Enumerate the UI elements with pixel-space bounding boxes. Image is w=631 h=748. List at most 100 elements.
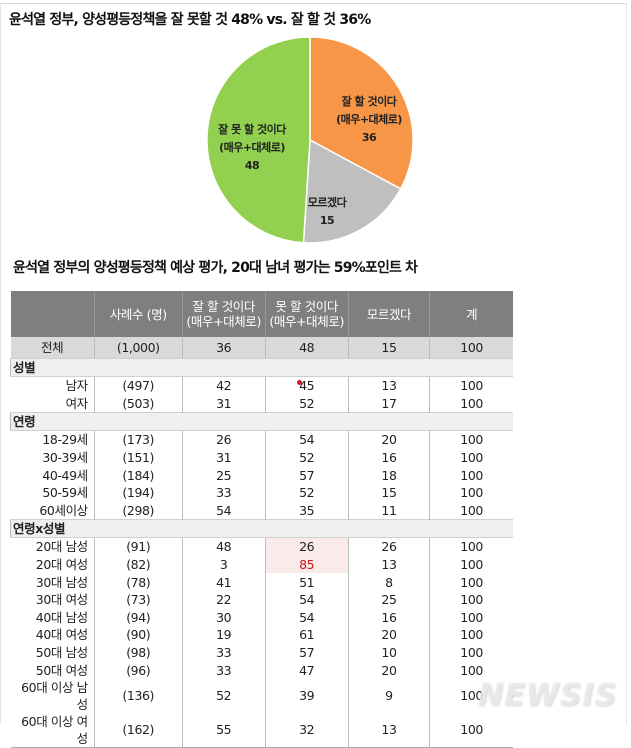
- table-row: 20대 여성 (82) 3 85 13 100: [11, 555, 513, 574]
- table-row: 30-39세 (151) 31 52 16 100: [11, 448, 513, 467]
- cell-bad: 57: [264, 466, 349, 484]
- cell-good: 33: [181, 643, 266, 662]
- cell-label: 30-39세: [42, 450, 88, 466]
- chart-title: 윤석열 정부, 양성평등정책을 잘 못할 것 48% vs. 잘 할 것 36%: [9, 12, 371, 28]
- cell-sum: 100: [429, 678, 513, 713]
- cell-label: 40대 남성: [35, 609, 88, 625]
- cell-dunno: 13: [347, 712, 430, 748]
- cell-bad: 85: [264, 555, 349, 574]
- cell-good: 41: [181, 573, 266, 591]
- cell-sum: 100: [429, 608, 513, 627]
- marker-dot: [297, 380, 302, 385]
- cell-label: 60대 이상 여성: [10, 712, 95, 748]
- cell-n: (162): [93, 712, 183, 748]
- table-section-header: 연령: [10, 412, 513, 432]
- cell-sum: 100: [429, 501, 513, 520]
- cell-bad: 52: [264, 448, 349, 467]
- cell-dunno: 15: [347, 483, 430, 502]
- section-title: 연령: [10, 412, 513, 432]
- cell-good: 33: [181, 483, 266, 502]
- total-bad: 48: [264, 337, 349, 359]
- cell-sum: 100: [429, 466, 513, 484]
- cell-good: 31: [181, 394, 266, 413]
- cell-sum: 100: [429, 483, 513, 502]
- cell-label: 40대 여성: [35, 627, 88, 643]
- cell-bad: 54: [264, 430, 349, 449]
- table-row: 남자 (497) 42 45 13 100: [11, 376, 513, 395]
- cell-n: (503): [93, 394, 183, 413]
- cell-n: (151): [93, 448, 183, 467]
- cell-bad: 57: [264, 643, 349, 662]
- total-label: 전체: [10, 337, 95, 359]
- table-row: 30대 남성 (78) 41 51 8 100: [11, 573, 513, 591]
- cell-dunno: 20: [347, 430, 430, 449]
- header-n: 사례수 (명): [93, 291, 183, 337]
- cell-bad: 39: [264, 678, 349, 713]
- cell-sum: 100: [429, 555, 513, 574]
- cell-dunno: 17: [347, 394, 430, 413]
- table-row: 60세이상 (298) 54 35 11 100: [11, 501, 513, 520]
- cell-sum: 100: [429, 394, 513, 413]
- header-bad-line2: (매우+대체로): [269, 314, 344, 329]
- cell-sum: 100: [429, 590, 513, 609]
- cell-good: 33: [181, 661, 266, 679]
- cell-dunno: 25: [347, 590, 430, 609]
- cell-sum: 100: [429, 712, 513, 748]
- total-good: 36: [181, 337, 266, 359]
- header-bad: 못 할 것이다 (매우+대체로): [264, 291, 349, 337]
- table-row: 40대 남성 (94) 30 54 16 100: [11, 608, 513, 627]
- cell-bad: 45: [264, 376, 349, 395]
- header-good-line1: 잘 할 것이다: [192, 299, 255, 314]
- cell-label: 30대 여성: [35, 592, 88, 608]
- pie-label-good-value: 36: [361, 131, 377, 144]
- cell-label: 60세이상: [39, 502, 88, 518]
- table-row: 50대 여성 (96) 33 47 20 100: [11, 661, 513, 679]
- cell-sum: 100: [429, 626, 513, 644]
- pie-label-bad: 잘 못 할 것이다 (매우+대체로) 48: [207, 121, 297, 175]
- cell-bad: 61: [264, 626, 349, 644]
- pie-label-bad-line2: (매우+대체로): [219, 141, 285, 154]
- cell-dunno: 20: [347, 626, 430, 644]
- results-table: 사례수 (명) 잘 할 것이다 (매우+대체로) 못 할 것이다 (매우+대체로) …: [10, 291, 513, 748]
- pie-label-dunno-value: 15: [319, 214, 335, 227]
- cell-sum: 100: [429, 573, 513, 591]
- cell-dunno: 13: [347, 376, 430, 395]
- cell-label: 50대 남성: [35, 645, 88, 661]
- cell-good: 42: [181, 376, 266, 395]
- cell-label: 40-49세: [42, 467, 88, 483]
- table-title: 윤석열 정부의 양성평등정책 예상 평가, 20대 남녀 평가는 59%포인트 …: [13, 260, 418, 276]
- pie-label-bad-line1: 잘 못 할 것이다: [218, 123, 286, 136]
- table-row: 30대 여성 (73) 22 54 25 100: [11, 590, 513, 609]
- cell-n: (298): [93, 501, 183, 520]
- cell-bad: 52: [264, 394, 349, 413]
- cell-label: 여자: [65, 395, 89, 411]
- table-header-row: 사례수 (명) 잘 할 것이다 (매우+대체로) 못 할 것이다 (매우+대체로) …: [10, 291, 513, 337]
- cell-n: (497): [93, 376, 183, 395]
- cell-label: 50-59세: [42, 485, 88, 501]
- cell-good: 19: [181, 626, 266, 644]
- pie-label-good-line2: (매우+대체로): [336, 113, 402, 126]
- header-sum: 계: [429, 291, 513, 337]
- cell-bad: 52: [264, 483, 349, 502]
- cell-bad: 54: [264, 608, 349, 627]
- total-n: (1,000): [93, 337, 183, 359]
- header-good: 잘 할 것이다 (매우+대체로): [181, 291, 266, 337]
- cell-bad: 54: [264, 590, 349, 609]
- cell-good: 48: [181, 537, 266, 556]
- cell-label: 60대 이상 남성: [21, 679, 88, 712]
- pie-label-good-line1: 잘 할 것이다: [341, 95, 397, 108]
- cell-good: 31: [181, 448, 266, 467]
- table-row: 50-59세 (194) 33 52 15 100: [11, 483, 513, 502]
- cell-n: (98): [93, 643, 183, 662]
- cell-dunno: 18: [347, 466, 430, 484]
- table-row: 20대 남성 (91) 48 26 26 100: [11, 537, 513, 556]
- cell-good: 52: [181, 678, 266, 713]
- pie-chart: 잘 할 것이다 (매우+대체로) 36 모르겠다 15 잘 못 할 것이다 (매…: [206, 35, 414, 245]
- table-row: 40-49세 (184) 25 57 18 100: [11, 466, 513, 484]
- pie-slice-bad: [206, 36, 311, 244]
- pie-slice-dunno: [302, 138, 402, 244]
- cell-dunno: 9: [347, 678, 430, 713]
- total-dunno: 15: [347, 337, 430, 359]
- pie-label-bad-value: 48: [244, 159, 260, 172]
- cell-sum: 100: [429, 643, 513, 662]
